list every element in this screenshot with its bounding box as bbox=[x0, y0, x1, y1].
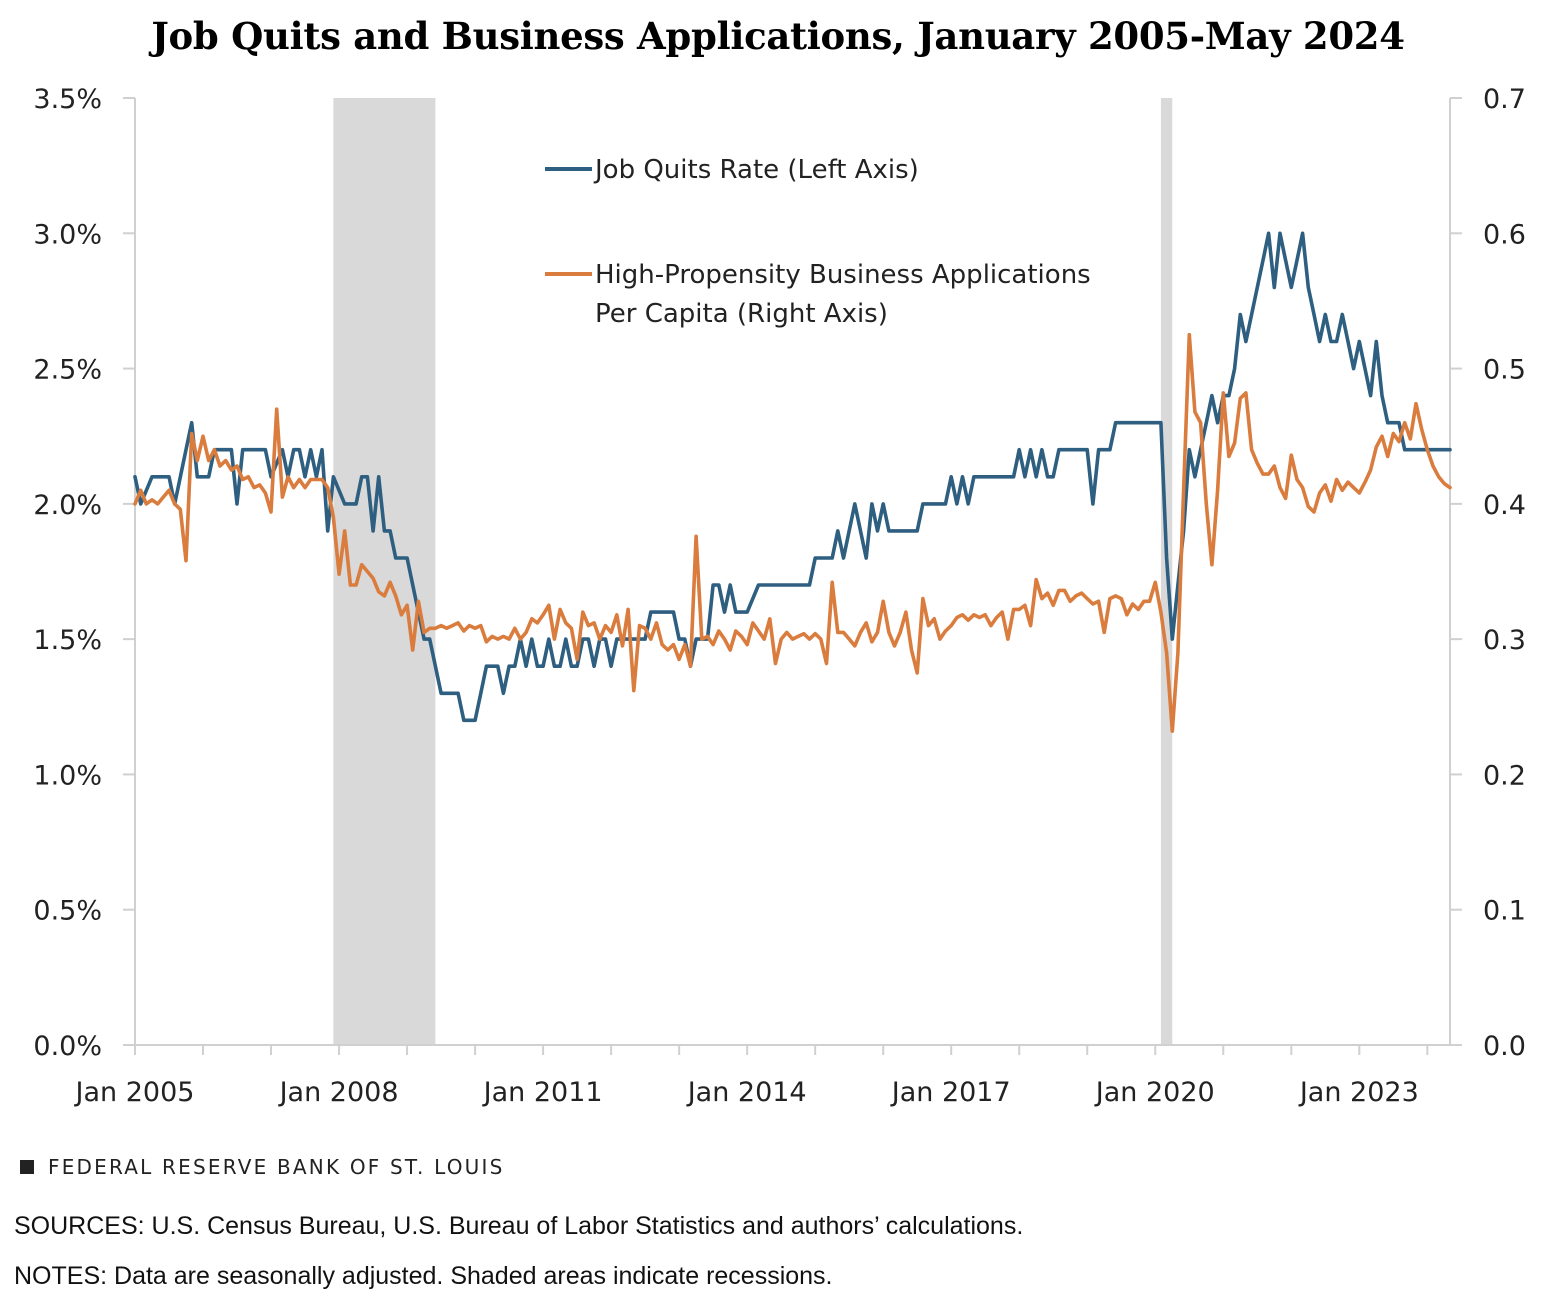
y-left-tick-label: 2.5% bbox=[33, 355, 102, 386]
legend-label-quits: Job Quits Rate (Left Axis) bbox=[593, 155, 919, 185]
brand-text: FEDERAL RESERVE BANK OF ST. LOUIS bbox=[48, 1155, 505, 1179]
series-line-business-apps bbox=[133, 332, 1452, 733]
brand-square-icon bbox=[20, 1160, 34, 1174]
x-tick-label: Jan 2005 bbox=[74, 1077, 195, 1108]
brand-footer: FEDERAL RESERVE BANK OF ST. LOUIS bbox=[20, 1155, 505, 1179]
series-lines bbox=[133, 231, 1452, 733]
y-right-tick-label: 0.4 bbox=[1483, 490, 1526, 521]
x-tick-label: Jan 2020 bbox=[1094, 1077, 1215, 1108]
legend-label-apps-line1: High-Propensity Business Applications bbox=[595, 260, 1091, 290]
y-left-tick-label: 3.5% bbox=[33, 84, 102, 115]
axes: 0.0% 0.5% 1.0% 1.5% 2.0% 2.5% 3.0% 3.5% 0.0 0.1 0.… bbox=[33, 84, 1526, 1108]
series-line-quits bbox=[133, 231, 1452, 723]
notes-note: NOTES: Data are seasonally adjusted. Sha… bbox=[14, 1262, 833, 1290]
y-right-tick-label: 0.0 bbox=[1483, 1031, 1526, 1062]
y-right-tick-label: 0.3 bbox=[1483, 625, 1526, 656]
x-tick-label: Jan 2011 bbox=[482, 1077, 603, 1108]
y-left-tick-label: 2.0% bbox=[33, 490, 102, 521]
x-tick-label: Jan 2014 bbox=[686, 1077, 807, 1108]
y-left-tick-label: 1.5% bbox=[33, 625, 102, 656]
legend: Job Quits Rate (Left Axis) High-Propensi… bbox=[545, 155, 1091, 329]
y-left-tick-label: 0.5% bbox=[33, 896, 102, 927]
chart-title: Job Quits and Business Applications, Jan… bbox=[151, 14, 1405, 58]
y-left-tick-label: 0.0% bbox=[33, 1031, 102, 1062]
y-right-tick-label: 0.1 bbox=[1483, 896, 1526, 927]
y-right-tick-label: 0.6 bbox=[1483, 219, 1526, 250]
sources-note: SOURCES: U.S. Census Bureau, U.S. Bureau… bbox=[14, 1212, 1024, 1240]
y-left-tick-label: 3.0% bbox=[33, 219, 102, 250]
y-right-tick-label: 0.2 bbox=[1483, 760, 1526, 791]
recession-shading bbox=[333, 98, 1173, 1045]
x-tick-label: Jan 2023 bbox=[1298, 1077, 1419, 1108]
x-tick-label: Jan 2008 bbox=[278, 1077, 399, 1108]
x-tick-label: Jan 2017 bbox=[890, 1077, 1011, 1108]
legend-label-apps-line2: Per Capita (Right Axis) bbox=[595, 299, 888, 329]
y-right-tick-label: 0.7 bbox=[1483, 84, 1526, 115]
y-left-tick-label: 1.0% bbox=[33, 760, 102, 791]
y-right-tick-label: 0.5 bbox=[1483, 355, 1526, 386]
